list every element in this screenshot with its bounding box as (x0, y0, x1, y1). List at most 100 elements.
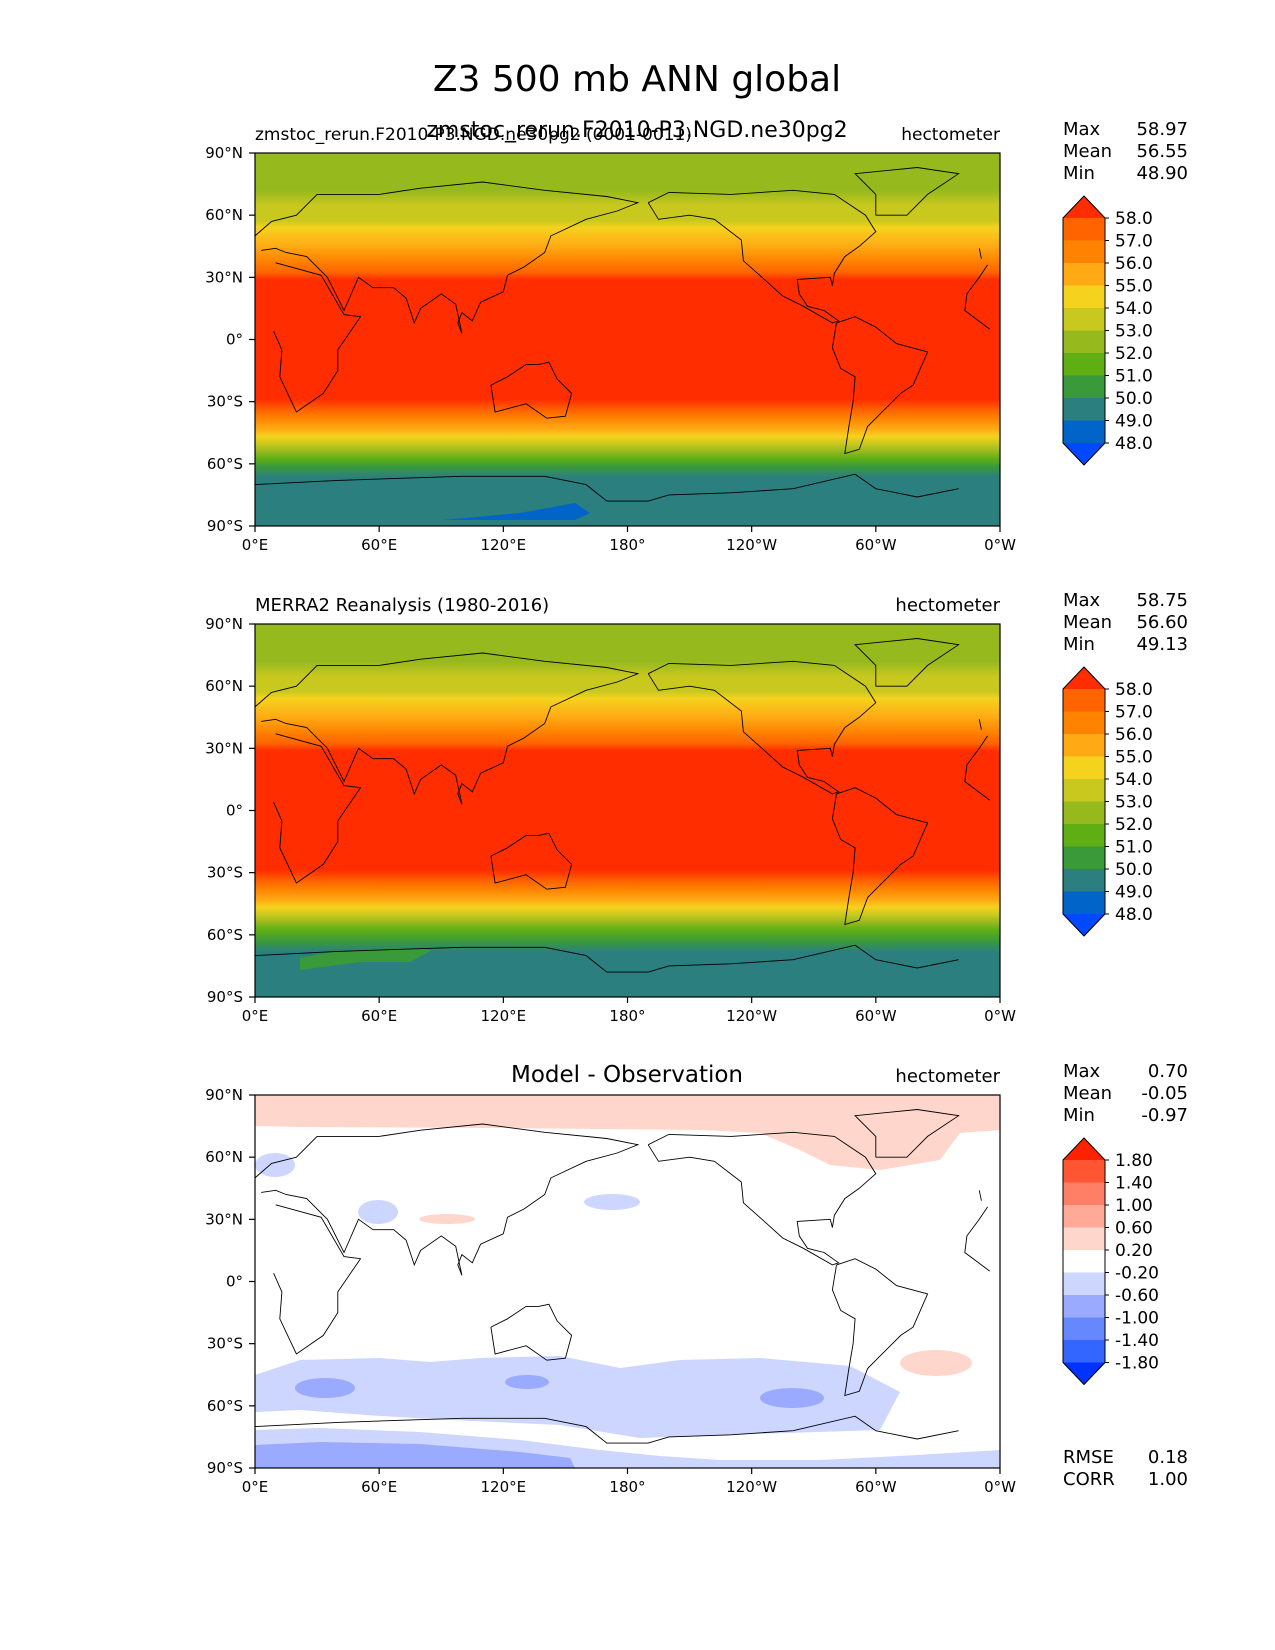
colorbar-bin (1063, 1160, 1105, 1183)
panel-diff-atlantic-positive (900, 1350, 972, 1376)
panel-model-y-ticks: 90°N 60°N 30°N 0° 30°S 60°S 90°S (205, 144, 255, 535)
figure-subtitle: zmstoc_rerun.F2010-P3.NGD.ne30pg2 (426, 118, 847, 143)
colorbar-bin (1063, 240, 1105, 264)
panel-model-stat-label-max: Max (1063, 119, 1101, 140)
panel-diff-coastlines (254, 1109, 990, 1444)
colorbar-bin (1063, 891, 1105, 915)
panel-obs-x-ticks: 0°E 60°E 120°E 180° 120°W 60°W 0°W (242, 997, 1016, 1025)
colorbar-bin (1063, 353, 1105, 376)
x-tick-label: 60°W (855, 1478, 897, 1496)
x-tick-label: 120°W (726, 1478, 777, 1496)
colorbar-bin (1063, 846, 1105, 870)
x-tick-label: 0°E (242, 536, 269, 554)
panel-diff-tibet-negative (358, 1200, 398, 1224)
coastline-segment (964, 264, 990, 330)
colorbar-tick-label: 0.20 (1115, 1241, 1153, 1261)
panel-diff-y-ticks: 90°N 60°N 30°N 0° 30°S 60°S 90°S (205, 1086, 255, 1477)
colorbar-bin (1063, 375, 1105, 399)
panel-obs-coastlines (254, 638, 990, 973)
colorbar-tick-label: 54.0 (1115, 299, 1153, 319)
colorbar-bin (1063, 218, 1105, 241)
panel-model-stat-label-mean: Mean (1063, 141, 1112, 162)
y-tick-label: 60°S (207, 455, 243, 473)
panel-diff-southern-core-1 (295, 1378, 355, 1398)
x-tick-label: 180° (609, 1478, 645, 1496)
colorbar-tick-label: 48.0 (1115, 434, 1153, 454)
colorbar-tick-label: 53.0 (1115, 322, 1153, 342)
coastline-segment (854, 167, 960, 216)
y-tick-label: 90°S (207, 988, 243, 1006)
y-tick-label: 90°N (205, 1086, 243, 1104)
panel-diff-stat-value-mean: -0.05 (1141, 1083, 1188, 1104)
coastline-segment (254, 181, 640, 334)
coastline-segment (831, 1258, 929, 1397)
coastline-segment (647, 1131, 877, 1266)
panel-model-stat-value-max: 58.97 (1136, 119, 1188, 140)
colorbar-tick-label: 57.0 (1115, 703, 1153, 723)
y-tick-label: 90°N (205, 615, 243, 633)
coastline-segment (831, 316, 929, 455)
y-tick-label: 60°N (205, 206, 243, 224)
y-tick-label: 60°N (205, 1148, 243, 1166)
colorbar-bin (1063, 1295, 1105, 1318)
colorbar-tick-label: -0.60 (1115, 1286, 1159, 1306)
coastline-segment (490, 361, 573, 419)
coastline-segment (490, 832, 573, 890)
colorbar-tick-label: 50.0 (1115, 389, 1153, 409)
y-tick-label: 30°N (205, 268, 243, 286)
panel-obs-y-ticks: 90°N 60°N 30°N 0° 30°S 60°S 90°S (205, 615, 255, 1006)
panel-diff-stat-value-min: -0.97 (1141, 1105, 1188, 1126)
coastline-segment (273, 733, 362, 884)
colorbar-bin (1063, 779, 1105, 802)
panel-obs-colorbar: 58.0 57.056.0 55.054.0 53.052.0 51.050.0 49.0… (1062, 666, 1153, 937)
panel-model-left-title: zmstoc_rerun.F2010-P3.NGD.ne30pg2 (0001-… (255, 125, 692, 145)
coastline-segment (254, 944, 959, 973)
x-tick-label: 60°W (855, 536, 897, 554)
colorbar-bin (1063, 1340, 1105, 1363)
y-tick-label: 0° (226, 802, 243, 820)
panel-model-stat-label-min: Min (1063, 163, 1095, 184)
coastline-segment (647, 189, 877, 324)
y-tick-label: 30°S (207, 1335, 243, 1353)
colorbar-bin (1063, 824, 1105, 847)
panel-diff-stat-label-max: Max (1063, 1061, 1101, 1082)
colorbar-bin (1063, 689, 1105, 712)
colorbar-bin (1063, 1250, 1105, 1273)
panel-obs-stat-label-min: Min (1063, 634, 1095, 655)
panel-obs-stat-label-mean: Mean (1063, 612, 1112, 633)
x-tick-label: 60°E (361, 1007, 397, 1025)
panel-obs-stat-value-min: 49.13 (1136, 634, 1188, 655)
coastline-segment (273, 1204, 362, 1355)
panel-diff-stat-label-mean: Mean (1063, 1083, 1112, 1104)
x-tick-label: 120°E (481, 1478, 527, 1496)
colorbar-tick-label: 58.0 (1115, 680, 1153, 700)
panel-diff-corr-value: 1.00 (1148, 1469, 1188, 1490)
panel-model-units: hectometer (901, 125, 1000, 145)
panel-model-field (255, 153, 1000, 526)
panel-diff-units: hectometer (895, 1066, 1000, 1087)
colorbar-extend-bottom (1063, 1362, 1105, 1385)
panel-diff-rmse-value: 0.18 (1148, 1447, 1188, 1468)
panel-obs-left-title: MERRA2 Reanalysis (1980-2016) (255, 595, 549, 616)
panel-model-coastlines (254, 167, 990, 502)
y-tick-label: 30°N (205, 1210, 243, 1228)
coastline-segment (254, 473, 959, 502)
colorbar-tick-label: 1.80 (1115, 1151, 1153, 1171)
panel-diff-arctic-positive (255, 1095, 1000, 1170)
coastline-segment (978, 1190, 982, 1201)
panel-model: zmstoc_rerun.F2010-P3.NGD.ne30pg2 (0001-… (205, 119, 1188, 554)
colorbar-tick-label: 1.00 (1115, 1196, 1153, 1216)
coastline-segment (490, 1303, 573, 1361)
panel-model-antarctic-min (443, 503, 590, 520)
colorbar-bin (1063, 1205, 1105, 1228)
panel-obs-antarctic-band (300, 948, 432, 970)
colorbar-tick-label: 51.0 (1115, 367, 1153, 387)
x-tick-label: 0°W (984, 1007, 1016, 1025)
y-tick-label: 0° (226, 1273, 243, 1291)
coastline-segment (978, 248, 982, 259)
colorbar-bin (1063, 756, 1105, 780)
colorbar-bin (1063, 398, 1105, 421)
coastline-segment (254, 1123, 640, 1276)
colorbar-bin (1063, 330, 1105, 354)
